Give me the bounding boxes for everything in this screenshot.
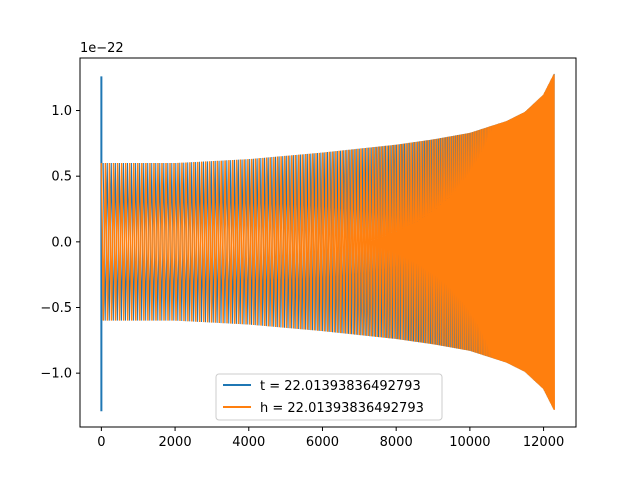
x-tick-label: 0 xyxy=(97,435,105,450)
y-tick-label: −0.5 xyxy=(40,301,72,316)
legend-label-h: h = 22.01393836492793 xyxy=(260,401,424,416)
plot-frame xyxy=(79,57,577,428)
x-tick-label: 4000 xyxy=(232,435,265,450)
x-tick-label: 12000 xyxy=(523,435,564,450)
legend-box xyxy=(215,373,443,421)
legend: t = 22.01393836492793 h = 22.01393836492… xyxy=(215,373,443,421)
x-tick-label: 10000 xyxy=(449,435,490,450)
y-tick-label: 0.5 xyxy=(51,170,72,185)
x-tick-label: 6000 xyxy=(306,435,339,450)
y-axis: −1.0 −0.5 0.0 0.5 1.0 xyxy=(40,104,80,382)
y-tick-label: 0.0 xyxy=(51,235,72,250)
y-tick-label: 1.0 xyxy=(51,104,72,119)
x-tick-label: 8000 xyxy=(380,435,413,450)
x-axis: 0 2000 4000 6000 8000 10000 12000 xyxy=(97,427,564,450)
legend-label-t: t = 22.01393836492793 xyxy=(260,379,421,394)
y-offset-label: 1e−22 xyxy=(80,41,124,56)
series-layer xyxy=(100,73,555,412)
series-line-h xyxy=(100,74,555,410)
x-tick-label: 2000 xyxy=(159,435,192,450)
y-tick-label: −1.0 xyxy=(40,367,72,382)
